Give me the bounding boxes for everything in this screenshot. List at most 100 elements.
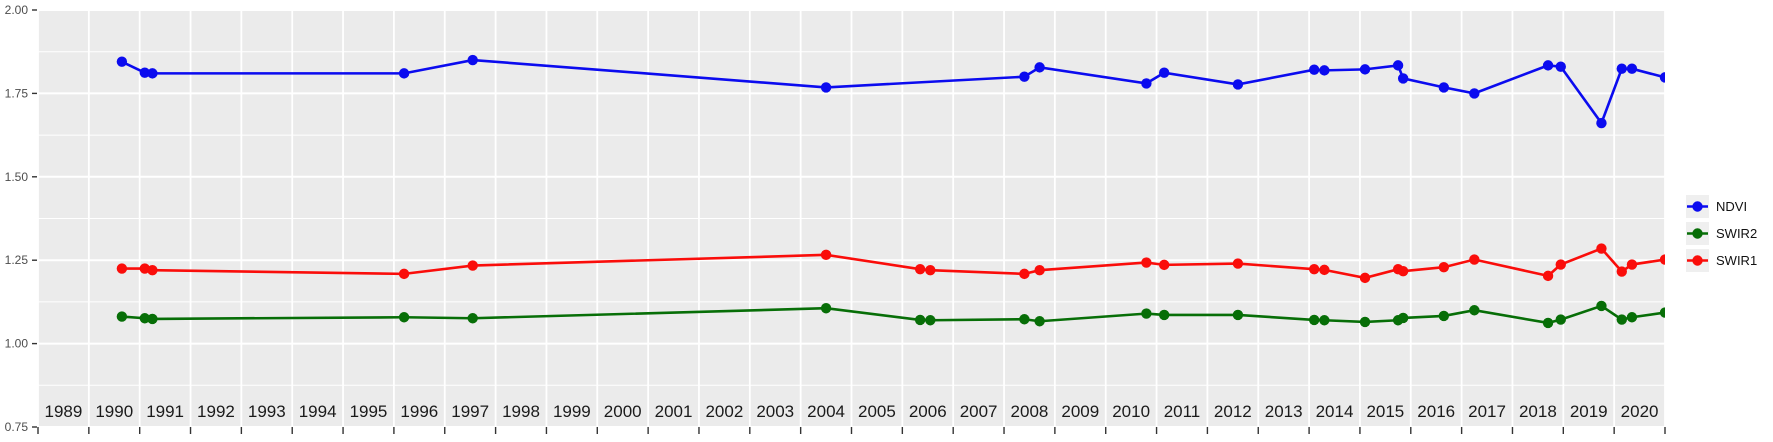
data-point-swir1 [1158,259,1170,271]
series-layer [116,54,1665,329]
x-tick-label: 2001 [655,402,693,421]
data-point-swir2 [1319,315,1330,326]
data-point-swir1 [820,249,832,261]
data-point-swir2 [116,311,128,322]
data-point-swir1 [1469,254,1480,265]
legend-glyph-swir1 [1687,255,1708,266]
data-point-swir2 [1555,314,1566,325]
data-point-ndvi [398,68,410,79]
x-tick-label: 2010 [1112,402,1150,421]
data-point-swir2 [1596,300,1607,312]
data-point-swir1 [1359,272,1371,284]
x-tick-label: 2000 [604,402,642,421]
data-point-swir2 [925,315,936,326]
data-point-swir2 [1542,317,1554,329]
x-tick-label: 1991 [146,402,184,421]
x-tick-label: 2014 [1316,402,1354,421]
data-point-ndvi [1308,64,1320,75]
legend-key-swir2 [1686,222,1709,245]
data-point-swir2 [1616,314,1627,325]
data-point-ndvi [1158,67,1170,78]
data-point-ndvi [1034,62,1045,73]
data-point-swir2 [914,314,926,326]
data-point-swir1 [925,265,936,276]
data-point-swir1 [1438,262,1450,273]
data-point-swir2 [1019,314,1030,325]
legend-label-swir1: SWIR1 [1716,253,1758,268]
data-point-swir1 [1308,264,1320,275]
legend-glyph-ndvi [1687,201,1708,212]
data-point-swir2 [1659,307,1665,318]
x-tick-label: 2017 [1468,402,1506,421]
data-point-ndvi [139,67,150,78]
x-tick-label: 1990 [95,402,133,421]
data-point-ndvi [1392,60,1404,71]
data-point-swir1 [467,260,478,271]
x-tick-label: 2019 [1570,402,1608,421]
data-point-swir1 [1019,268,1030,280]
y-tick-label: 1.50 [5,170,29,184]
x-tick-label: 2016 [1417,402,1455,421]
data-point-ndvi [1626,63,1638,74]
data-point-ndvi [1019,71,1030,82]
data-point-swir1 [1542,270,1554,282]
x-tick-label: 2002 [705,402,743,421]
x-tick-label: 2008 [1011,402,1049,421]
x-tick-label: 2011 [1164,402,1201,421]
data-point-swir2 [1141,308,1152,319]
x-tick-label: 2013 [1265,402,1303,421]
data-point-swir1 [398,268,410,280]
data-point-swir1 [1659,254,1665,265]
data-point-ndvi [1555,61,1566,72]
data-point-ndvi [1397,73,1409,84]
data-point-ndvi [1319,65,1330,76]
data-point-ndvi [467,54,478,66]
x-tick-label: 1993 [248,402,286,421]
x-tick-label: 1996 [400,402,438,421]
data-point-swir2 [1034,316,1045,327]
data-point-ndvi [1616,63,1627,74]
data-point-swir2 [1308,314,1320,326]
x-tick-label: 1997 [451,402,489,421]
x-tick-label: 1995 [350,402,388,421]
data-point-swir2 [1438,310,1450,322]
data-point-swir2 [467,313,478,324]
data-point-swir1 [116,263,128,274]
x-tick-label: 1999 [553,402,591,421]
data-point-swir2 [1158,309,1170,321]
x-tick-label: 1998 [502,402,540,421]
y-tick-label: 1.00 [5,337,29,351]
data-point-ndvi [1359,64,1371,75]
x-tick-label: 2018 [1519,402,1557,421]
x-tick-label: 2012 [1214,402,1252,421]
x-tick-label: 2020 [1621,402,1659,421]
x-tick-label: 2006 [909,402,947,421]
x-tick-label: 2004 [807,402,845,421]
legend-item-swir2: SWIR2 [1686,222,1757,245]
data-point-swir1 [1319,264,1330,276]
legend: NDVI SWIR2 SWIR1 [1686,195,1757,272]
legend-label-swir2: SWIR2 [1716,226,1758,241]
data-point-ndvi [1659,72,1665,83]
x-tick-label: 1994 [299,402,337,421]
legend-item-ndvi: NDVI [1686,195,1757,218]
data-point-swir2 [1232,309,1244,321]
y-tick-label: 1.25 [5,253,29,267]
data-point-swir1 [1397,266,1409,277]
data-point-ndvi [1469,88,1480,99]
data-point-swir1 [1232,258,1244,269]
y-tick-label: 0.75 [5,420,29,434]
data-point-swir1 [1626,259,1638,270]
data-point-swir1 [1616,266,1627,277]
data-point-swir2 [1469,305,1480,316]
x-tick-label: 1989 [45,402,83,421]
data-point-swir2 [398,312,410,323]
legend-key-swir1 [1686,249,1709,272]
data-point-swir1 [147,265,158,276]
data-point-swir2 [139,313,150,324]
legend-key-ndvi [1686,195,1709,218]
data-point-swir1 [1555,259,1566,270]
data-point-ndvi [1141,78,1152,89]
